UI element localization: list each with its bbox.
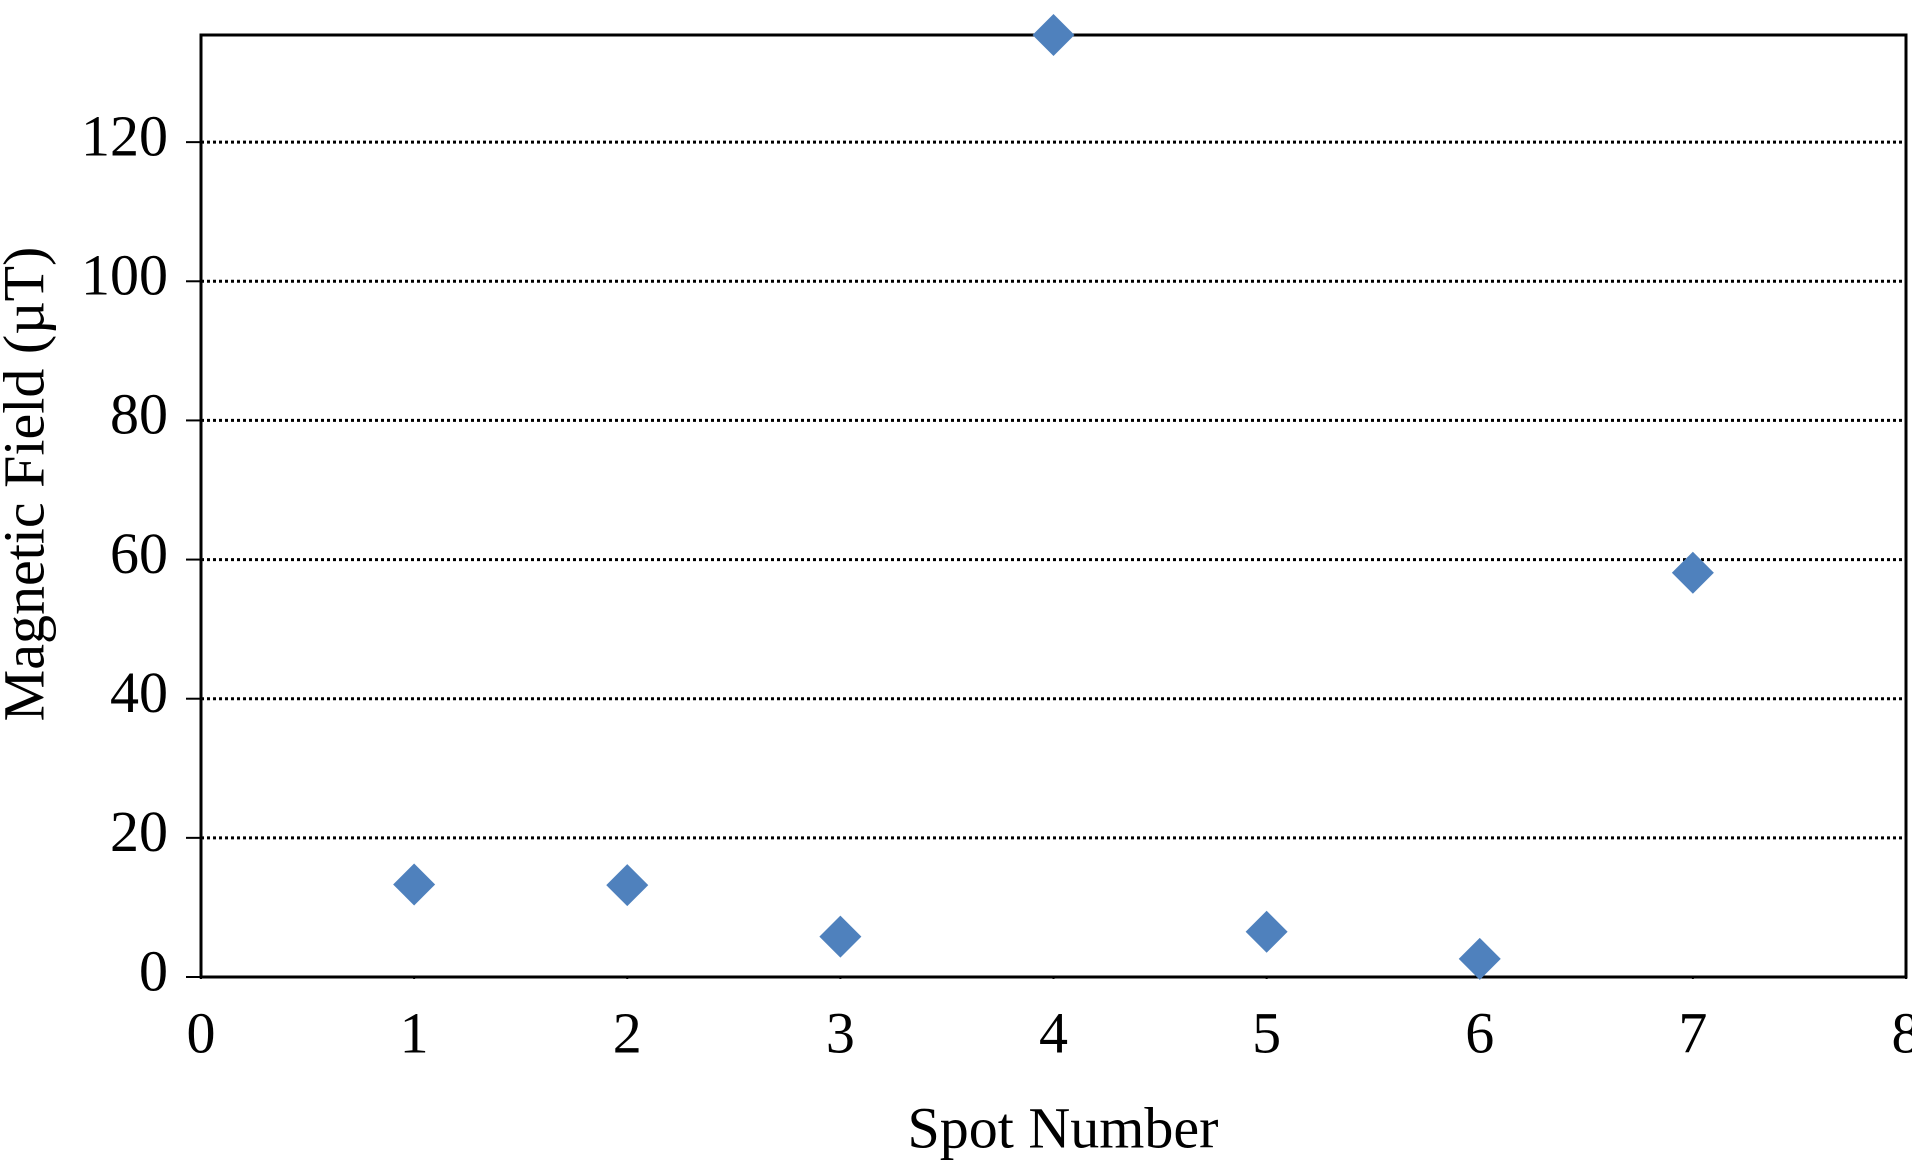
- x-tick-label: 1: [400, 1000, 429, 1065]
- marker: [606, 864, 649, 907]
- x-axis-label: Spot Number: [908, 1095, 1219, 1160]
- marker: [1032, 14, 1075, 56]
- x-tick-label: 6: [1465, 1000, 1494, 1065]
- marker: [1671, 551, 1714, 594]
- y-axis-label: Magnetic Field (µT): [0, 247, 56, 722]
- x-tick-label: 0: [187, 1000, 216, 1065]
- y-tick-label: 40: [110, 660, 168, 725]
- x-tick-label: 3: [826, 1000, 855, 1065]
- marker: [1458, 937, 1501, 980]
- y-tick-label: 0: [139, 938, 168, 1003]
- marker: [393, 863, 436, 906]
- y-tick-label: 20: [110, 799, 168, 864]
- y-tick-label: 120: [81, 103, 168, 168]
- y-tick-label: 100: [81, 243, 168, 308]
- marker: [819, 915, 862, 958]
- y-tick-label: 80: [110, 382, 168, 447]
- plot-frame: [199, 33, 1908, 979]
- x-tick-label: 2: [613, 1000, 642, 1065]
- y-tick-label: 60: [110, 521, 168, 586]
- x-tick-label: 5: [1252, 1000, 1281, 1065]
- marker: [1245, 910, 1288, 953]
- x-tick-label: 7: [1678, 1000, 1707, 1065]
- x-tick-label: 8: [1892, 1000, 1912, 1065]
- x-tick-label: 4: [1039, 1000, 1068, 1065]
